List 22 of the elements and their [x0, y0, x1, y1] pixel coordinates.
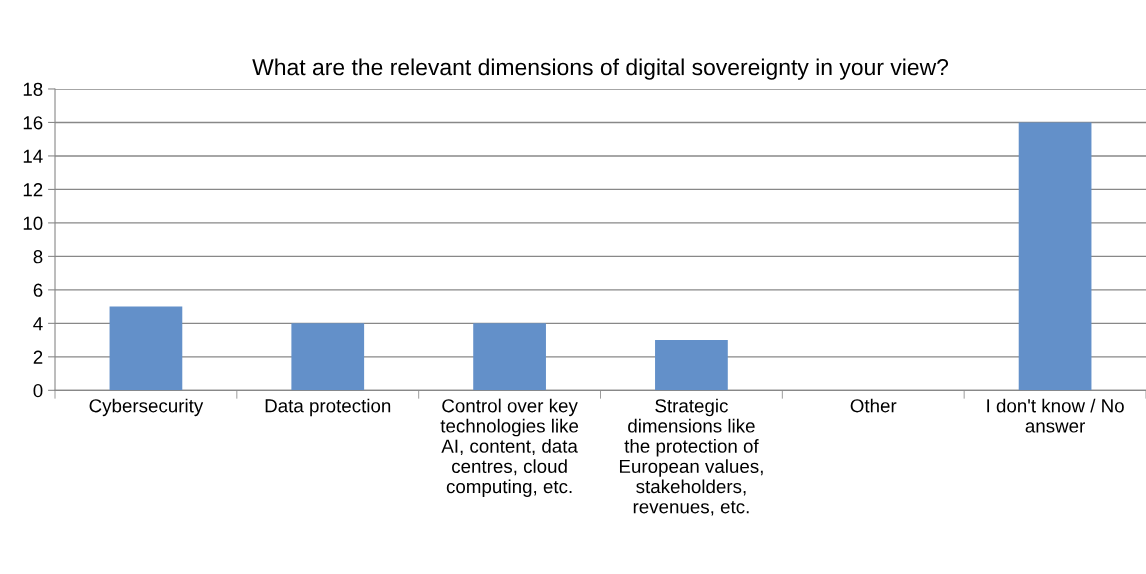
x-tick-label: Control over key technologies like AI, content, data centres, cloud computing, etc. [440, 398, 579, 497]
bar [291, 323, 365, 391]
y-tick-label: 6 [33, 283, 43, 297]
y-tick-label: 10 [23, 216, 43, 230]
y-tick-label: 14 [23, 149, 43, 163]
x-tick-label: Other [850, 398, 897, 413]
y-tick-label: 18 [23, 82, 43, 96]
y-tick-label: 2 [33, 350, 43, 364]
chart-title: What are the relevant dimensions of digital sovereignty in your view? [252, 58, 949, 80]
x-tick-label: Strategic dimensions like the protection of European values, stakeholders, revenues, etc. [620, 398, 763, 516]
bar [655, 340, 728, 391]
y-tick-label: 4 [33, 317, 43, 331]
y-tick-label: 16 [23, 116, 43, 130]
x-tick-label: Cybersecurity [89, 398, 204, 417]
bar [109, 306, 183, 391]
y-tick-label: 0 [33, 384, 43, 398]
x-tick-label: I don't know / No answer [987, 398, 1124, 433]
y-tick-label: 12 [23, 183, 43, 197]
bar [473, 323, 546, 391]
bar [1018, 122, 1092, 391]
y-tick-label: 8 [33, 250, 43, 264]
x-tick-label: Data protection [265, 398, 391, 417]
